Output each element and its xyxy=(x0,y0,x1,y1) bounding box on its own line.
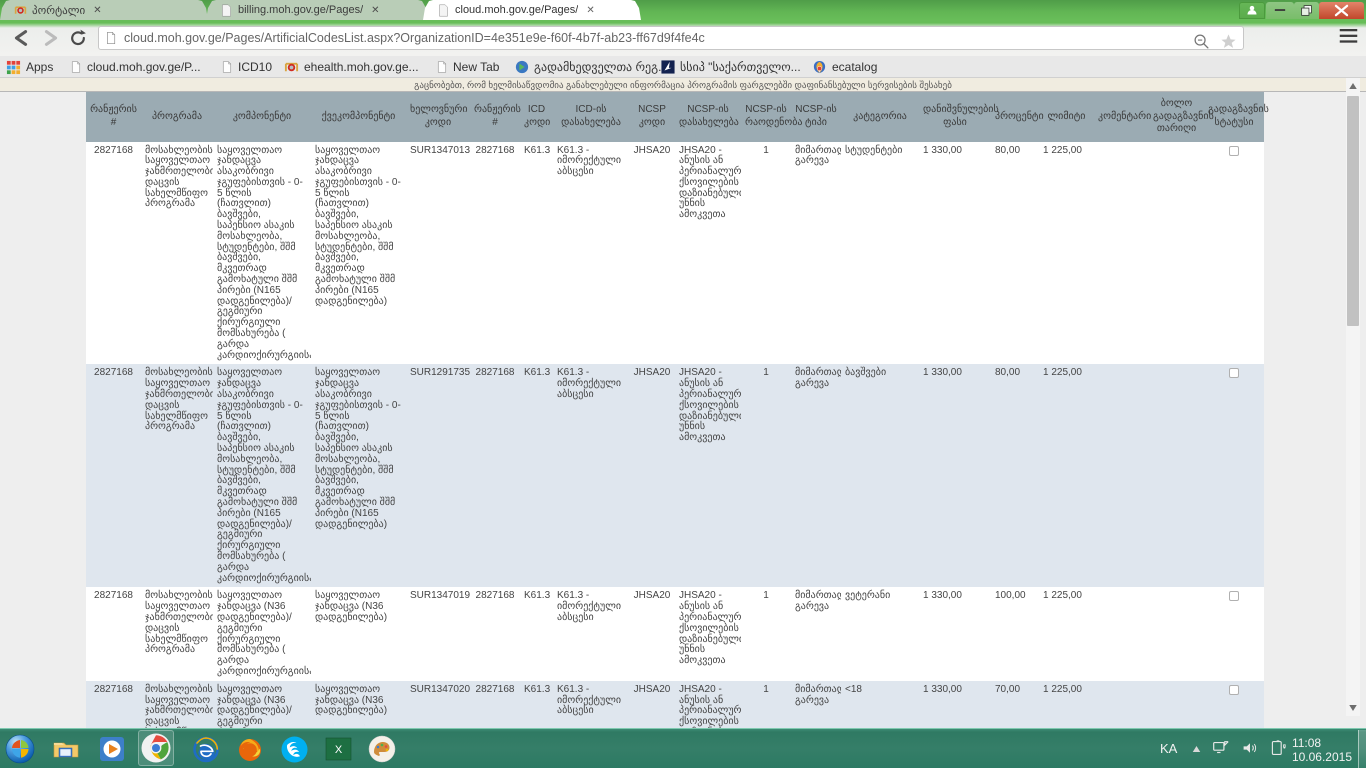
svg-text:X: X xyxy=(334,744,342,756)
